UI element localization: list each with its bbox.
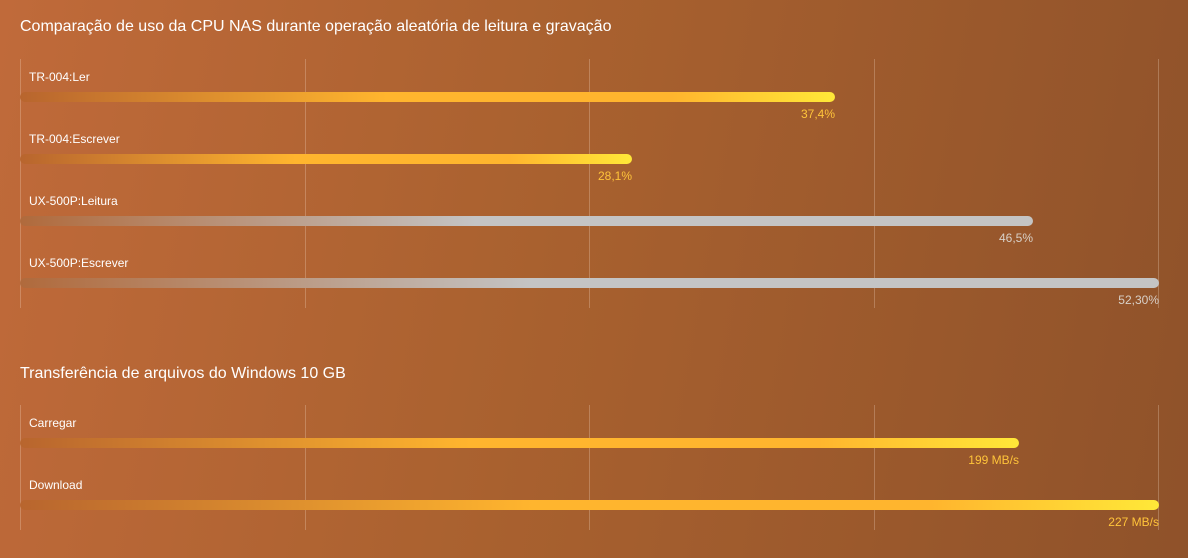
bar-row: UX-500P:Escrever 52,30% xyxy=(20,256,1159,318)
bar-row: TR-004:Ler 37,4% xyxy=(20,70,1159,132)
bar-value-label: 46,5% xyxy=(998,231,1033,245)
bar-row: TR-004:Escrever 28,1% xyxy=(20,132,1159,194)
bar-label: TR-004:Escrever xyxy=(29,132,120,146)
plot-area: TR-004:Ler 37,4% TR-004:Escrever 28,1% UX-50… xyxy=(20,59,1159,308)
chart-title: Comparação de uso da CPU NAS durante ope… xyxy=(20,18,612,35)
grid-line xyxy=(1158,405,1159,530)
plot-area: Carregar 199 MB/s Download 227 MB/s xyxy=(20,405,1159,530)
bar xyxy=(20,278,1159,288)
grid-line xyxy=(20,405,21,530)
bar-row: UX-500P:Leitura 46,5% xyxy=(20,194,1159,256)
bar xyxy=(20,438,1019,448)
grid-line xyxy=(20,59,21,308)
bar xyxy=(20,92,835,102)
grid-line xyxy=(589,405,590,530)
bar-label: Carregar xyxy=(29,416,77,430)
bar-value-label: 227 MB/s xyxy=(1108,515,1159,529)
bar-value-label: 28,1% xyxy=(597,169,632,183)
grid-line xyxy=(589,59,590,308)
bar xyxy=(20,216,1033,226)
bar-row: Download 227 MB/s xyxy=(20,478,1159,540)
bar-label: UX-500P:Leitura xyxy=(29,194,118,208)
chart-title: Transferência de arquivos do Windows 10 … xyxy=(20,365,346,382)
bar-row: Carregar 199 MB/s xyxy=(20,416,1159,478)
bar-value-label: 52,30% xyxy=(1118,293,1159,307)
cpu-usage-chart: Comparação de uso da CPU NAS durante ope… xyxy=(20,18,1159,308)
grid-line xyxy=(1158,59,1159,308)
bar-label: Download xyxy=(29,478,83,492)
bar-value-label: 37,4% xyxy=(800,107,835,121)
grid-line xyxy=(305,405,306,530)
bar-label: UX-500P:Escrever xyxy=(29,256,129,270)
bar-value-label: 199 MB/s xyxy=(968,453,1019,467)
bar xyxy=(20,154,632,164)
bar xyxy=(20,500,1159,510)
file-transfer-chart: Transferência de arquivos do Windows 10 … xyxy=(0,360,1188,558)
grid-line xyxy=(874,405,875,530)
bar-label: TR-004:Ler xyxy=(29,70,90,84)
grid-line xyxy=(305,59,306,308)
grid-line xyxy=(874,59,875,308)
